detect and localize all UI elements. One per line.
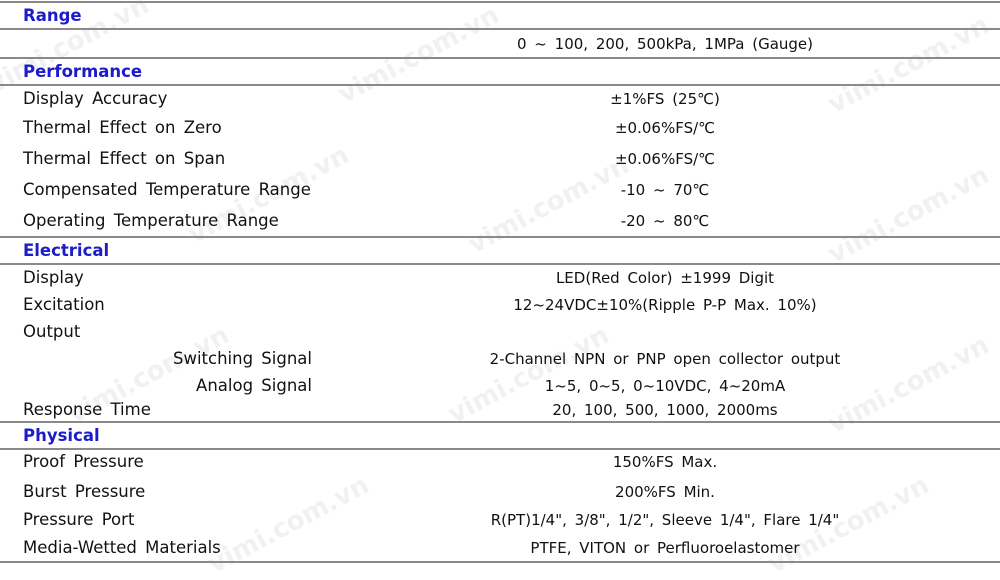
spec-label: Output — [23, 322, 81, 341]
spec-sublabel: Analog Signal — [196, 376, 312, 395]
spec-value: 1~5, 0~5, 0~10VDC, 4~20mA — [544, 377, 786, 395]
spec-label: Proof Pressure — [23, 452, 144, 471]
spec-value: PTFE, VITON or Perfluoroelastomer — [530, 539, 800, 557]
spec-row: Display Accuracy ±1%FS (25℃) — [0, 87, 1000, 111]
divider — [0, 28, 1000, 30]
spec-value: 12~24VDC±10%(Ripple P-P Max. 10%) — [513, 296, 817, 314]
section-title-electrical: Electrical — [23, 241, 110, 260]
divider — [0, 561, 1000, 563]
spec-row: Pressure Port R(PT)1/4", 3/8", 1/2", Slee… — [0, 508, 1000, 532]
divider — [0, 448, 1000, 450]
spec-label: Operating Temperature Range — [23, 211, 279, 230]
section-title-physical: Physical — [23, 426, 100, 445]
spec-row: Burst Pressure 200%FS Min. — [0, 480, 1000, 504]
spec-label: Compensated Temperature Range — [23, 180, 311, 199]
divider — [0, 57, 1000, 59]
spec-row: Switching Signal 2-Channel NPN or PNP ope… — [0, 347, 1000, 371]
divider — [0, 236, 1000, 238]
spec-value: 200%FS Min. — [615, 483, 715, 501]
spec-label: Thermal Effect on Zero — [23, 118, 222, 137]
spec-row: Display LED(Red Color) ±1999 Digit — [0, 266, 1000, 290]
spec-label: Excitation — [23, 295, 105, 314]
spec-value: ±0.06%FS/℃ — [614, 119, 715, 137]
spec-row: Excitation 12~24VDC±10%(Ripple P-P Max. 1… — [0, 293, 1000, 317]
spec-label: Response Time — [23, 400, 151, 419]
spec-value: LED(Red Color) ±1999 Digit — [555, 269, 775, 287]
spec-value: ±0.06%FS/℃ — [614, 150, 715, 168]
spec-row: Response Time 20, 100, 500, 1000, 2000ms — [0, 398, 1000, 422]
spec-row: Compensated Temperature Range -10 ~ 70℃ — [0, 178, 1000, 202]
spec-label: Display — [23, 268, 84, 287]
divider — [0, 263, 1000, 265]
spec-value: 2-Channel NPN or PNP open collector outp… — [489, 350, 841, 368]
spec-label: Burst Pressure — [23, 482, 146, 501]
spec-sublabel: Switching Signal — [173, 349, 312, 368]
spec-label: Display Accuracy — [23, 89, 168, 108]
section-title-performance: Performance — [23, 62, 143, 81]
spec-value: -10 ~ 70℃ — [620, 181, 710, 199]
spec-value: -20 ~ 80℃ — [620, 212, 710, 230]
range-value: 0 ~ 100, 200, 500kPa, 1MPa (Gauge) — [517, 35, 813, 53]
divider — [0, 84, 1000, 86]
spec-label: Thermal Effect on Span — [23, 149, 226, 168]
spec-row: Output — [0, 320, 1000, 344]
spec-value: 20, 100, 500, 1000, 2000ms — [552, 401, 778, 419]
section-title-range: Range — [23, 6, 82, 25]
spec-row: Media-Wetted Materials PTFE, VITON or Per… — [0, 536, 1000, 560]
spec-row: Thermal Effect on Zero ±0.06%FS/℃ — [0, 116, 1000, 140]
spec-row: Proof Pressure 150%FS Max. — [0, 450, 1000, 474]
spec-label: Pressure Port — [23, 510, 135, 529]
spec-row: Thermal Effect on Span ±0.06%FS/℃ — [0, 147, 1000, 171]
spec-label: Media-Wetted Materials — [23, 538, 221, 557]
spec-row: Operating Temperature Range -20 ~ 80℃ — [0, 209, 1000, 233]
spec-row: Analog Signal 1~5, 0~5, 0~10VDC, 4~20mA — [0, 374, 1000, 398]
spec-value: ±1%FS (25℃) — [610, 90, 720, 108]
divider — [0, 421, 1000, 423]
spec-value: R(PT)1/4", 3/8", 1/2", Sleeve 1/4", Flar… — [490, 511, 840, 529]
spec-value: 150%FS Max. — [612, 453, 718, 471]
divider — [0, 1, 1000, 3]
